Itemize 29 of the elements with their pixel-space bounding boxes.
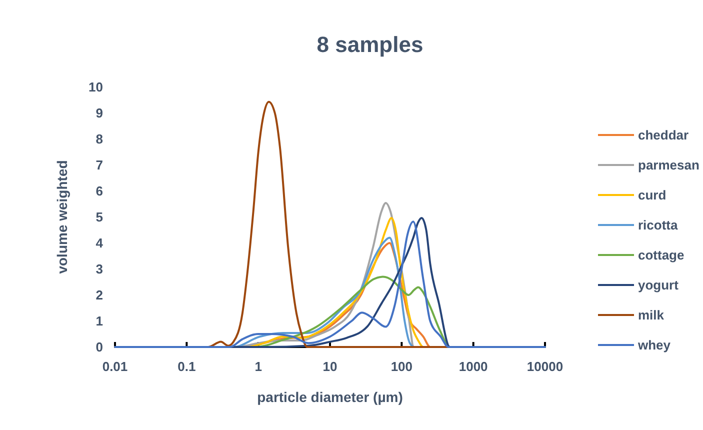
legend-label: yogurt: [638, 278, 680, 292]
x-tick-label: 10: [322, 359, 338, 374]
x-axis-title: particle diameter (µm): [257, 389, 403, 405]
y-tick-label: 7: [96, 158, 103, 172]
y-axis-title: volume weighted: [54, 160, 70, 274]
x-tick-label: 10000: [526, 359, 564, 374]
legend-label: cheddar: [638, 128, 689, 142]
y-tick-label: 1: [96, 314, 103, 328]
y-tick-label: 8: [96, 132, 103, 146]
y-tick-label: 5: [96, 210, 103, 224]
x-tick-label: 1000: [458, 359, 488, 374]
y-tick-label: 2: [96, 288, 103, 302]
y-tick-label: 10: [88, 80, 103, 94]
legend-label: ricotta: [638, 218, 678, 232]
legend-label: whey: [637, 338, 672, 352]
legend-label: milk: [638, 308, 665, 322]
chart-title: 8 samples: [316, 32, 424, 57]
y-tick-label: 3: [96, 262, 103, 276]
y-tick-label: 9: [96, 106, 103, 120]
y-tick-label: 0: [96, 340, 103, 354]
x-tick-label: 1: [254, 359, 262, 374]
x-tick-label: 100: [390, 359, 413, 374]
x-tick-label: 0.1: [178, 359, 196, 374]
legend-label: parmesan: [638, 158, 700, 172]
y-tick-label: 6: [96, 184, 103, 198]
x-tick-label: 0.01: [102, 359, 128, 374]
y-tick-label: 4: [96, 236, 104, 250]
legend-label: cottage: [638, 248, 684, 262]
legend-label: curd: [638, 188, 666, 202]
